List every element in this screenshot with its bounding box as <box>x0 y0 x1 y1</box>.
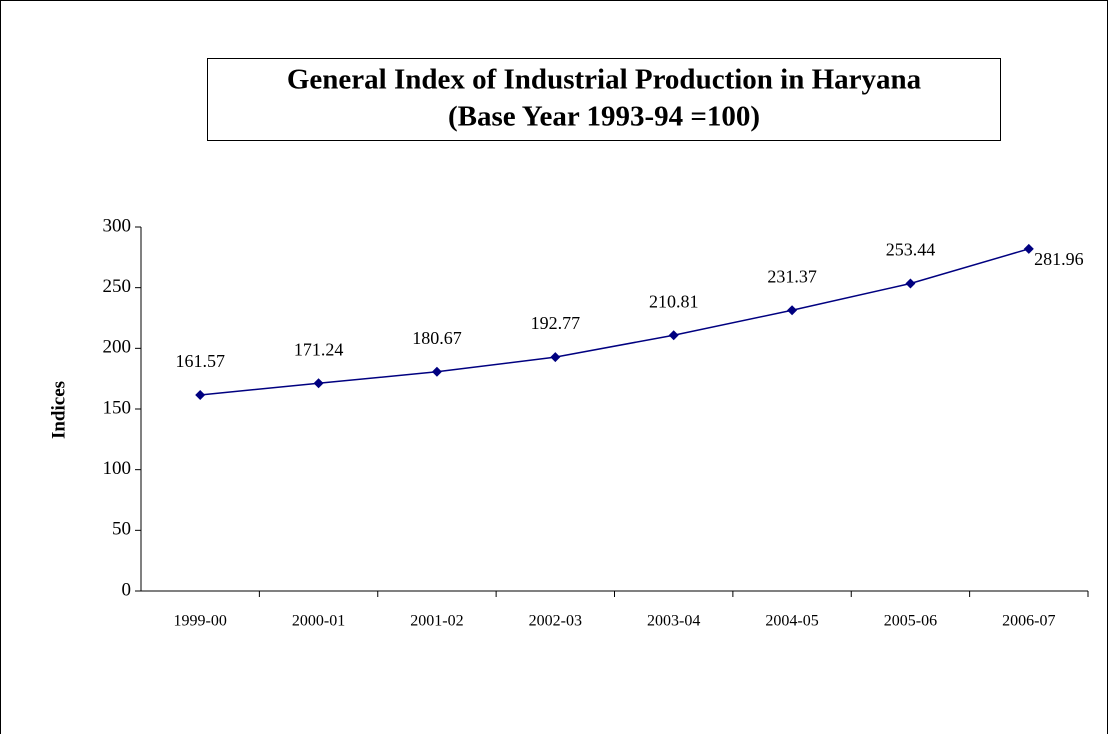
x-tick-label: 2004-05 <box>765 613 818 630</box>
x-tick-label: 2001-02 <box>410 613 463 630</box>
y-tick-label: 250 <box>103 276 132 297</box>
x-tick-label: 2003-04 <box>647 613 700 630</box>
x-tick-label: 2006-07 <box>1002 613 1055 630</box>
data-point <box>668 330 679 341</box>
data-point <box>1023 243 1034 254</box>
data-label: 210.81 <box>649 291 699 311</box>
data-label: 192.77 <box>531 313 581 333</box>
y-tick-label: 200 <box>103 337 132 358</box>
x-tick-label: 1999-00 <box>174 613 227 630</box>
y-tick-label: 0 <box>122 579 132 600</box>
data-line <box>200 248 1030 396</box>
x-tick-label: 2000-01 <box>292 613 345 630</box>
data-label: 180.67 <box>412 328 462 348</box>
y-tick-label: 300 <box>103 215 132 236</box>
data-point <box>787 305 798 316</box>
data-point <box>313 378 324 389</box>
data-point <box>431 366 442 377</box>
data-label: 253.44 <box>886 240 936 260</box>
y-tick-label: 150 <box>103 397 132 418</box>
data-label: 281.96 <box>1034 249 1084 269</box>
data-point <box>195 389 206 400</box>
data-label: 161.57 <box>175 351 225 371</box>
data-point <box>905 278 916 289</box>
y-tick-label: 100 <box>103 458 132 479</box>
data-point <box>550 352 561 363</box>
chart-subtitle: (Base Year 1993-94 =100) <box>448 101 760 133</box>
x-tick-label: 2005-06 <box>884 613 937 630</box>
title-box <box>207 58 1001 141</box>
x-tick-label: 2002-03 <box>529 613 582 630</box>
y-axis-label: Indices <box>48 381 69 439</box>
data-label: 231.37 <box>767 266 817 286</box>
data-label: 171.24 <box>294 339 344 359</box>
y-tick-label: 50 <box>112 519 131 540</box>
chart-title: General Index of Industrial Production i… <box>287 64 922 96</box>
